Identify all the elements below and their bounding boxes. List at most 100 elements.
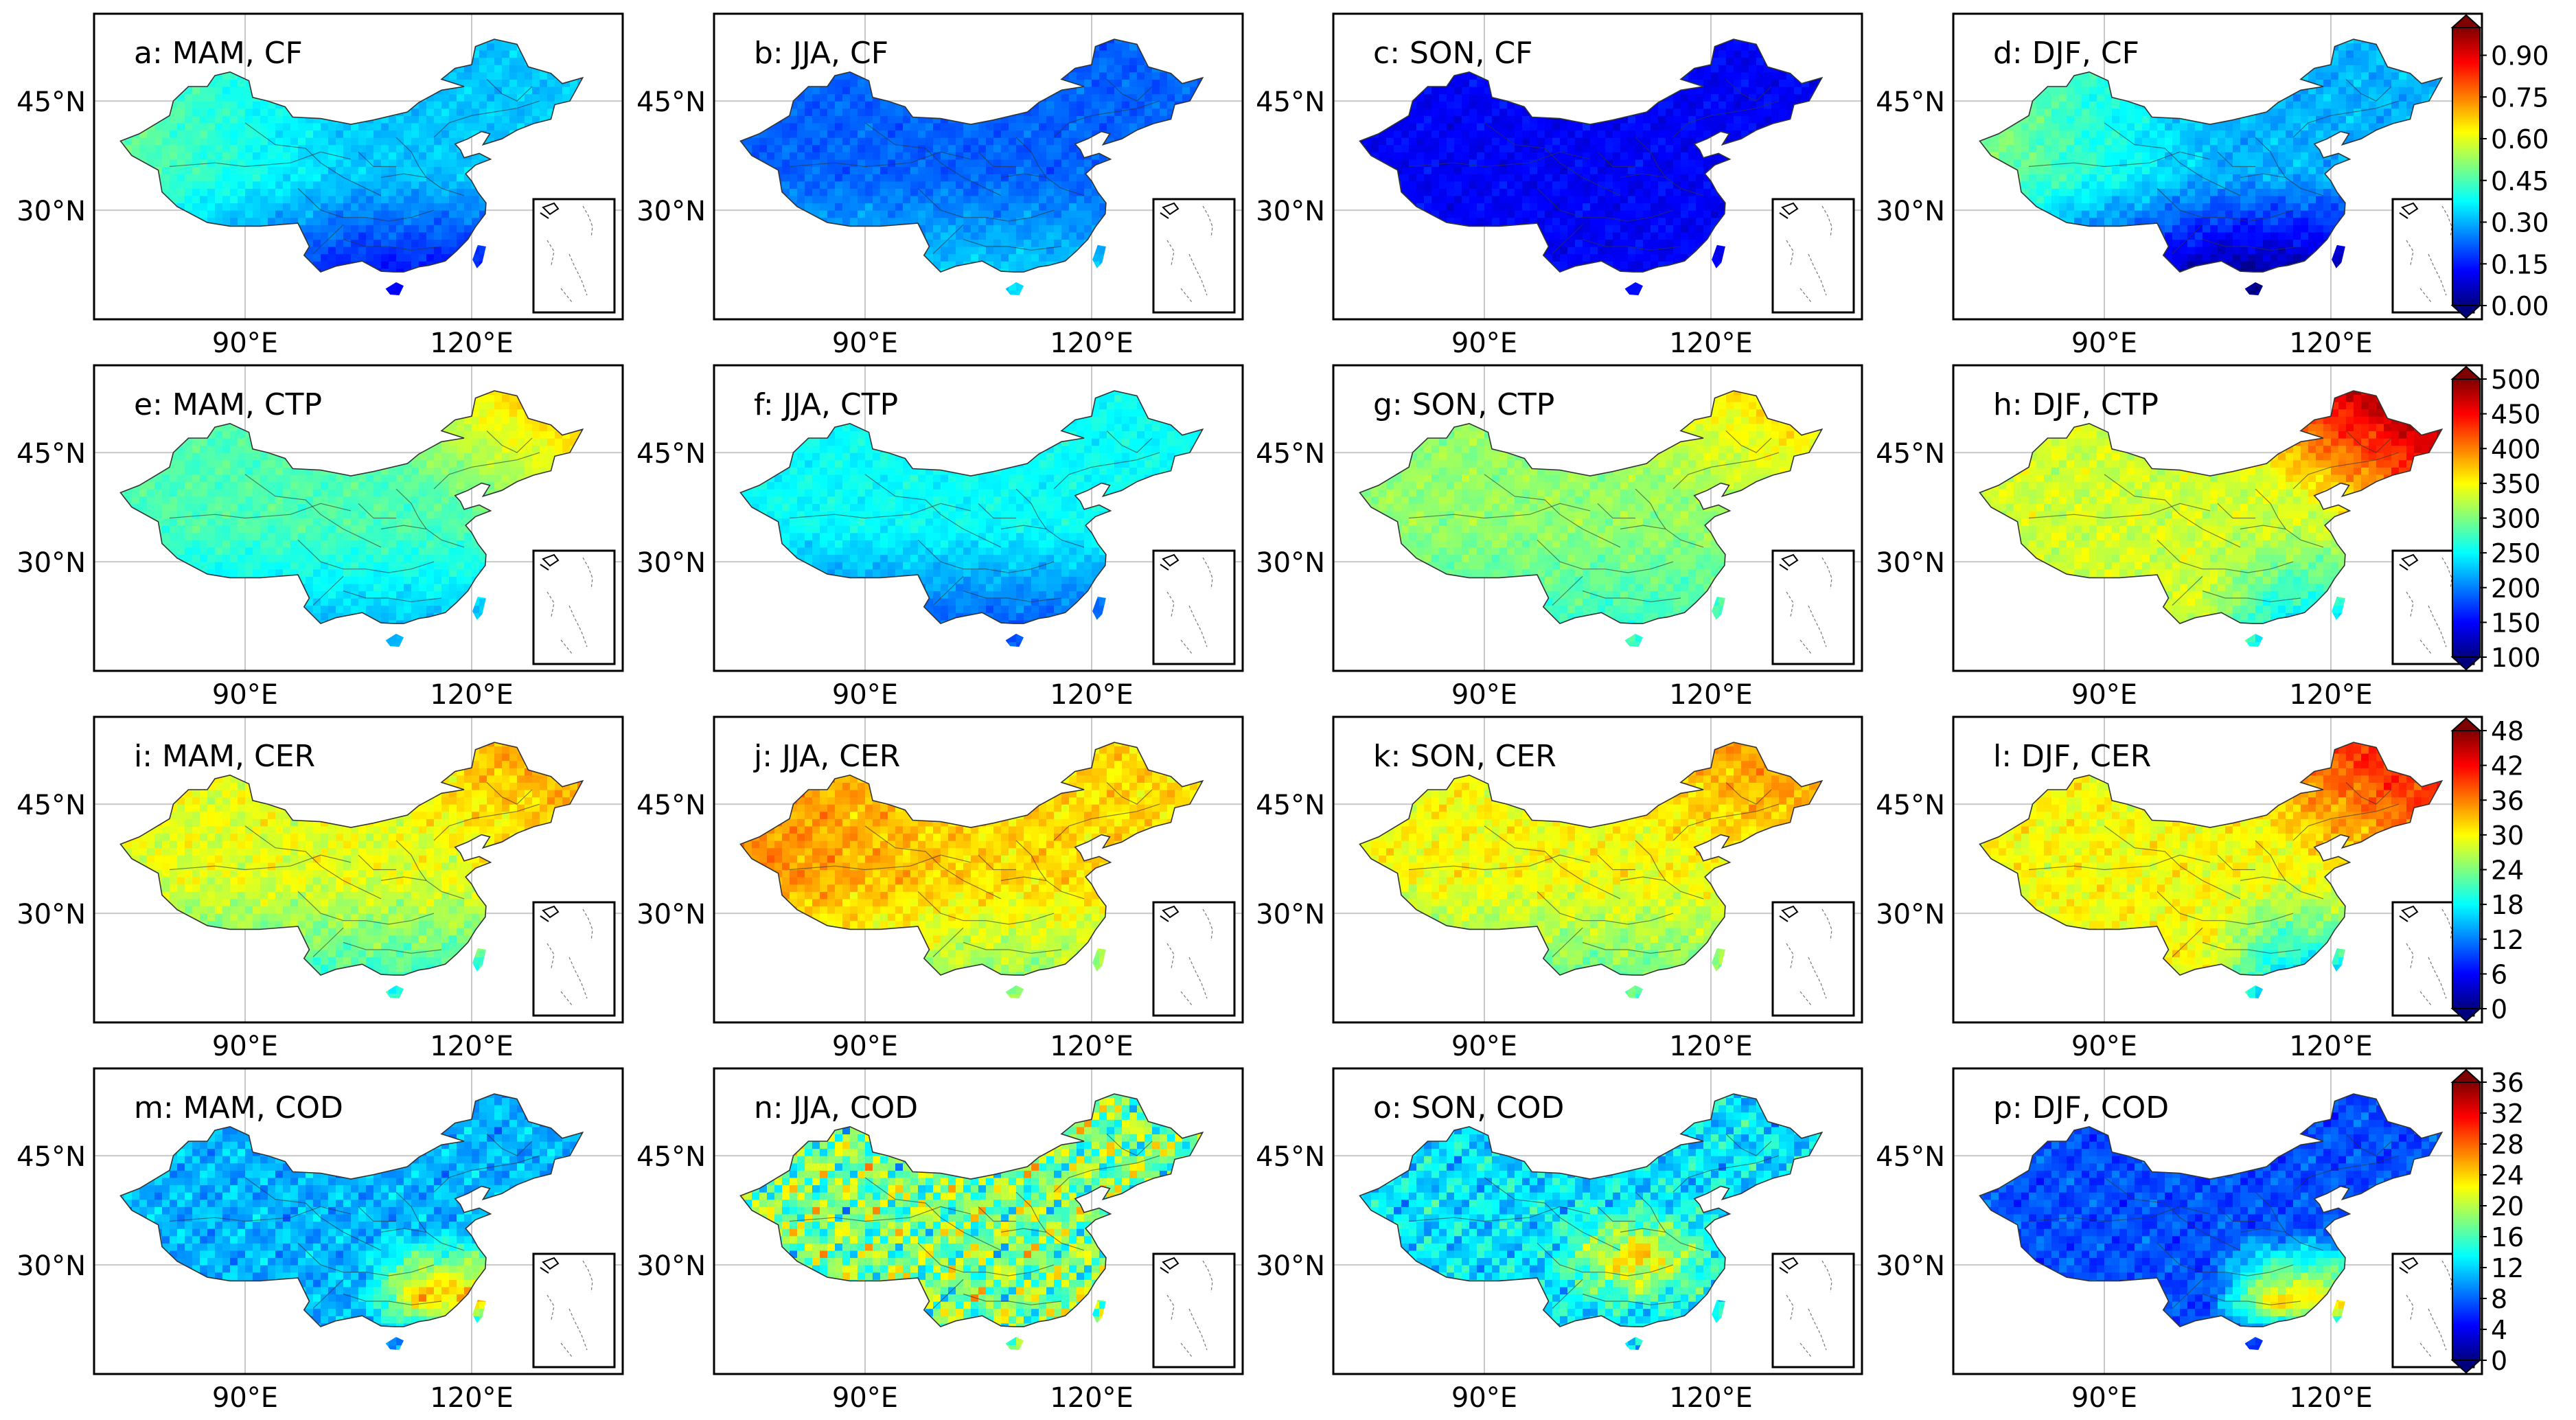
lat-tick-label: 45°N xyxy=(1256,438,1325,470)
china-outline xyxy=(1359,1093,1824,1328)
colorbar-tick-label: 0.45 xyxy=(2491,166,2549,196)
colorbar-min-extend xyxy=(2450,305,2482,319)
panel-label: i: MAM, CER xyxy=(134,739,315,774)
colorbar-min-extend xyxy=(2450,1360,2482,1374)
map-panel: j: JJA, CER 45°N 30°N 90°E 120°E xyxy=(636,715,1244,1062)
lon-tick-label: 120°E xyxy=(1669,1031,1753,1062)
colorbar-tick-label: 0.60 xyxy=(2491,124,2549,154)
lat-tick-label: 30°N xyxy=(1256,899,1325,930)
lat-tick-label: 45°N xyxy=(1256,87,1325,118)
map-panel: p: DJF, COD 45°N 30°N 90°E 120°E xyxy=(1876,1067,2483,1414)
south-china-sea-inset xyxy=(1771,1252,1855,1369)
panel-frame xyxy=(93,12,624,321)
colorbar-tick-label: 24 xyxy=(2491,856,2524,886)
south-china-sea-inset xyxy=(532,901,616,1017)
lat-tick-label: 45°N xyxy=(636,1141,706,1173)
colorbar-tick-label: 0 xyxy=(2491,994,2507,1024)
colorbar-tick-label: 48 xyxy=(2491,716,2524,746)
china-outline xyxy=(119,390,584,625)
lon-tick-label: 120°E xyxy=(1050,679,1134,711)
panel-frame xyxy=(713,1067,1244,1375)
colorbar-tick-label: 42 xyxy=(2491,751,2524,781)
colorbar-min-extend xyxy=(2450,656,2482,671)
lat-tick-label: 45°N xyxy=(1876,438,1945,470)
lon-tick-label: 90°E xyxy=(212,1031,278,1062)
south-china-sea-inset xyxy=(532,1252,616,1369)
lat-tick-label: 45°N xyxy=(1256,790,1325,821)
china-outline xyxy=(739,1093,1204,1328)
lon-tick-label: 90°E xyxy=(832,1031,898,1062)
south-china-sea-inset xyxy=(1152,1252,1236,1369)
lon-tick-label: 90°E xyxy=(2071,679,2137,711)
lat-tick-label: 30°N xyxy=(16,899,86,930)
colorbar-ramp xyxy=(2452,1081,2481,1361)
map-panel: n: JJA, COD 45°N 30°N 90°E 120°E xyxy=(636,1067,1244,1414)
south-china-sea-inset xyxy=(1152,901,1236,1017)
china-outline xyxy=(739,38,1204,273)
lon-tick-label: 90°E xyxy=(1451,1031,1517,1062)
map-panel: k: SON, CER 45°N 30°N 90°E 120°E xyxy=(1256,715,1863,1062)
lon-tick-label: 120°E xyxy=(2289,1031,2373,1062)
lon-tick-label: 120°E xyxy=(430,328,514,359)
panel-label: o: SON, COD xyxy=(1373,1090,1564,1125)
colorbar-tick-label: 0.90 xyxy=(2491,41,2549,71)
panel-frame xyxy=(1952,12,2483,321)
map-panel: b: JJA, CF 45°N 30°N 90°E 120°E xyxy=(636,12,1244,359)
lon-tick-label: 90°E xyxy=(832,679,898,711)
map-panel: o: SON, COD 45°N 30°N 90°E 120°E xyxy=(1256,1067,1863,1414)
lon-tick-label: 120°E xyxy=(2289,679,2373,711)
panel-grid: a: MAM, CF 45°N 30°N 90°E 120°E b: JJA, CF 45°… xyxy=(16,12,2483,1414)
lat-tick-label: 45°N xyxy=(16,87,86,118)
colorbar-max-extend xyxy=(2450,717,2482,731)
map-panel: h: DJF, CTP 45°N 30°N 90°E 120°E xyxy=(1876,364,2483,711)
lat-tick-label: 30°N xyxy=(16,196,86,227)
lon-tick-label: 90°E xyxy=(212,1382,278,1414)
lon-tick-label: 90°E xyxy=(212,328,278,359)
lat-tick-label: 30°N xyxy=(1876,1250,1945,1282)
lon-tick-label: 120°E xyxy=(2289,328,2373,359)
lat-tick-label: 45°N xyxy=(16,438,86,470)
lon-tick-label: 90°E xyxy=(2071,1382,2137,1414)
colorbar-tick-label: 32 xyxy=(2491,1099,2524,1129)
south-china-sea-inset xyxy=(532,198,616,314)
colorbar-tick-label: 350 xyxy=(2491,469,2541,499)
panel-frame xyxy=(713,364,1244,672)
map-panel: m: MAM, COD 45°N 30°N 90°E 120°E xyxy=(16,1067,624,1414)
panel-label: j: JJA, CER xyxy=(753,739,900,774)
panel-label: p: DJF, COD xyxy=(1993,1090,2169,1125)
south-china-sea-inset xyxy=(1771,198,1855,314)
south-china-sea-inset xyxy=(532,549,616,665)
panel-label: m: MAM, COD xyxy=(134,1090,343,1125)
colorbar-max-extend xyxy=(2450,1068,2482,1083)
map-panel: e: MAM, CTP 45°N 30°N 90°E 120°E xyxy=(16,364,624,711)
map-panel: d: DJF, CF 45°N 30°N 90°E 120°E xyxy=(1876,12,2483,359)
colorbar: 0.00 0.15 0.30 0.45 0.60 0.75 0.90 xyxy=(2450,14,2549,321)
colorbar-min-extend xyxy=(2450,1008,2482,1022)
china-outline xyxy=(1979,390,2443,625)
china-outline xyxy=(119,38,584,273)
china-outline xyxy=(1359,38,1824,273)
lon-tick-label: 90°E xyxy=(1451,679,1517,711)
panel-label: n: JJA, COD xyxy=(754,1090,918,1125)
panel-frame xyxy=(713,12,1244,321)
colorbar-tick-label: 450 xyxy=(2491,400,2541,430)
panel-frame xyxy=(93,364,624,672)
lon-tick-label: 120°E xyxy=(1050,1382,1134,1414)
colorbar-tick-label: 16 xyxy=(2491,1222,2524,1252)
colorbar-ramp xyxy=(2452,27,2481,306)
china-outline xyxy=(1979,1093,2443,1328)
colorbar-tick-label: 0.75 xyxy=(2491,82,2549,113)
colorbar-tick-label: 500 xyxy=(2491,365,2541,395)
lon-tick-label: 120°E xyxy=(1050,328,1134,359)
colorbar-tick-label: 0.15 xyxy=(2491,249,2549,279)
panel-frame xyxy=(1332,1067,1863,1375)
colorbar-tick-label: 12 xyxy=(2491,925,2524,955)
colorbar-tick-label: 4 xyxy=(2491,1315,2507,1345)
colorbar-tick-label: 20 xyxy=(2491,1191,2524,1222)
lon-tick-label: 120°E xyxy=(430,1031,514,1062)
lat-tick-label: 30°N xyxy=(1256,1250,1325,1282)
lat-tick-label: 30°N xyxy=(636,1250,706,1282)
panel-label: l: DJF, CER xyxy=(1993,739,2151,774)
